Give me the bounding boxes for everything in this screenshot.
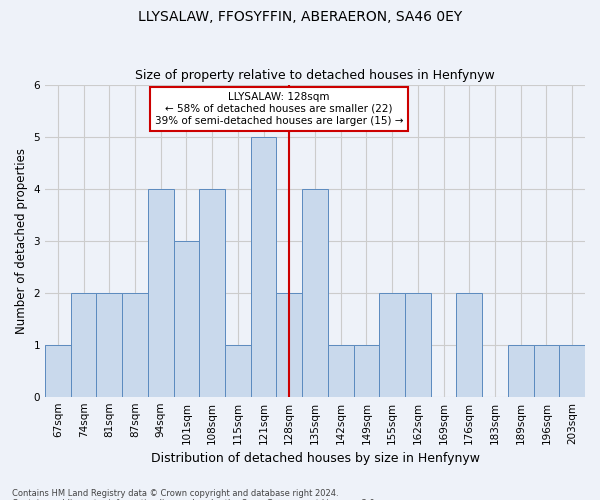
X-axis label: Distribution of detached houses by size in Henfynyw: Distribution of detached houses by size … (151, 452, 479, 465)
Bar (148, 188, 173, 396)
Bar (173, 240, 199, 396)
Bar (457, 292, 482, 397)
Text: LLYSALAW: 128sqm
← 58% of detached houses are smaller (22)
39% of semi-detached : LLYSALAW: 128sqm ← 58% of detached house… (155, 92, 403, 126)
Y-axis label: Number of detached properties: Number of detached properties (15, 148, 28, 334)
Bar (251, 136, 277, 396)
Bar (379, 292, 405, 397)
Bar (122, 292, 148, 397)
Bar (328, 344, 353, 397)
Bar (199, 188, 225, 396)
Bar (533, 344, 559, 397)
Bar (405, 292, 431, 397)
Bar (225, 344, 251, 397)
Bar (353, 344, 379, 397)
Text: Contains public sector information licensed under the Open Government Licence v3: Contains public sector information licen… (12, 498, 377, 500)
Title: Size of property relative to detached houses in Henfynyw: Size of property relative to detached ho… (135, 69, 495, 82)
Text: LLYSALAW, FFOSYFFIN, ABERAERON, SA46 0EY: LLYSALAW, FFOSYFFIN, ABERAERON, SA46 0EY (138, 10, 462, 24)
Text: Contains HM Land Registry data © Crown copyright and database right 2024.: Contains HM Land Registry data © Crown c… (12, 488, 338, 498)
Bar (508, 344, 533, 397)
Bar (277, 292, 302, 397)
Bar (302, 188, 328, 396)
Bar (559, 344, 585, 397)
Bar (45, 344, 71, 397)
Bar (71, 292, 97, 397)
Bar (97, 292, 122, 397)
